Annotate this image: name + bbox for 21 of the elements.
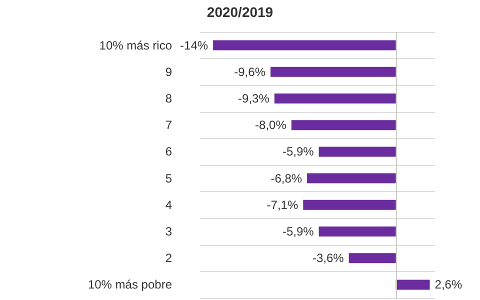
y-tick-label: 3 [165,224,172,238]
data-label: 2,6% [434,278,462,292]
data-label: -6,8% [270,171,302,186]
data-label: -5,9% [282,224,314,238]
data-label: -8,0% [255,118,287,132]
y-tick-label: 10% más pobre [88,278,172,292]
data-label: -3,6% [312,251,344,266]
y-tick-label: 8 [165,92,172,106]
data-label: -14% [180,38,208,52]
y-tick-label: 5 [165,171,172,186]
y-tick-label: 4 [165,198,172,212]
data-label: -5,9% [282,144,314,159]
y-tick-label: 9 [165,64,172,79]
y-tick-label: 10% más rico [99,38,172,52]
y-tick-label: 7 [165,118,172,132]
data-label: -9,6% [234,64,266,79]
y-tick-label: 6 [165,144,172,159]
data-label: -7,1% [266,198,298,212]
chart-title: 2020/2019 [206,4,274,20]
y-tick-label: 2 [165,251,172,266]
data-label: -9,3% [238,92,270,106]
